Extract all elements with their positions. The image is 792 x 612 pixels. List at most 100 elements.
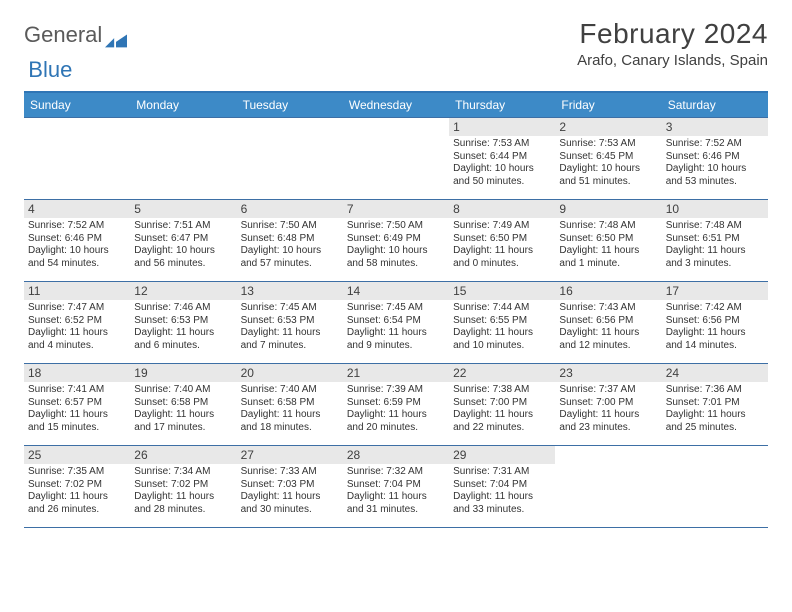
daylight-text: and 9 minutes. [347,340,445,353]
day-number: 19 [130,364,236,382]
dow-fri: Friday [555,92,661,118]
location: Arafo, Canary Islands, Spain [577,52,768,69]
calendar-table: Sunday Monday Tuesday Wednesday Thursday… [24,91,768,528]
daylight-text: Daylight: 11 hours [134,409,232,422]
daylight-text: Daylight: 11 hours [453,491,551,504]
sunset-text: Sunset: 6:58 PM [241,397,339,410]
daylight-text: Daylight: 11 hours [134,491,232,504]
daylight-text: Daylight: 11 hours [347,327,445,340]
day-cell-content: 8Sunrise: 7:49 AMSunset: 6:50 PMDaylight… [449,200,555,273]
sunset-text: Sunset: 6:50 PM [453,233,551,246]
day-cell-content: 17Sunrise: 7:42 AMSunset: 6:56 PMDayligh… [662,282,768,355]
day-number: 3 [662,118,768,136]
day-cell: 11Sunrise: 7:47 AMSunset: 6:52 PMDayligh… [24,282,130,364]
daylight-text: and 51 minutes. [559,176,657,189]
day-number: 5 [130,200,236,218]
sunset-text: Sunset: 6:51 PM [666,233,764,246]
sunset-text: Sunset: 6:45 PM [559,151,657,164]
sunrise-text: Sunrise: 7:34 AM [134,466,232,479]
daylight-text: and 57 minutes. [241,258,339,271]
day-number: 22 [449,364,555,382]
day-number: 9 [555,200,661,218]
sunrise-text: Sunrise: 7:40 AM [241,384,339,397]
day-cell: 24Sunrise: 7:36 AMSunset: 7:01 PMDayligh… [662,364,768,446]
daylight-text: Daylight: 11 hours [28,491,126,504]
daylight-text: and 50 minutes. [453,176,551,189]
day-number: 16 [555,282,661,300]
day-cell-content: 22Sunrise: 7:38 AMSunset: 7:00 PMDayligh… [449,364,555,437]
daylight-text: and 15 minutes. [28,422,126,435]
sunset-text: Sunset: 7:04 PM [347,479,445,492]
day-cell-content: 1Sunrise: 7:53 AMSunset: 6:44 PMDaylight… [449,118,555,191]
daylight-text: Daylight: 10 hours [347,245,445,258]
sunrise-text: Sunrise: 7:53 AM [559,138,657,151]
day-cell [555,446,661,528]
day-cell [130,118,236,200]
sunrise-text: Sunrise: 7:39 AM [347,384,445,397]
daylight-text: and 30 minutes. [241,504,339,517]
day-cell: 7Sunrise: 7:50 AMSunset: 6:49 PMDaylight… [343,200,449,282]
daylight-text: Daylight: 11 hours [453,245,551,258]
day-cell-content: 2Sunrise: 7:53 AMSunset: 6:45 PMDaylight… [555,118,661,191]
sunset-text: Sunset: 6:55 PM [453,315,551,328]
sunset-text: Sunset: 6:54 PM [347,315,445,328]
daylight-text: Daylight: 11 hours [241,327,339,340]
daylight-text: and 10 minutes. [453,340,551,353]
day-cell-content: 3Sunrise: 7:52 AMSunset: 6:46 PMDaylight… [662,118,768,191]
day-cell: 19Sunrise: 7:40 AMSunset: 6:58 PMDayligh… [130,364,236,446]
day-cell-content: 5Sunrise: 7:51 AMSunset: 6:47 PMDaylight… [130,200,236,273]
day-cell-content: 10Sunrise: 7:48 AMSunset: 6:51 PMDayligh… [662,200,768,273]
day-number: 6 [237,200,343,218]
daylight-text: and 12 minutes. [559,340,657,353]
day-number: 14 [343,282,449,300]
day-cell: 22Sunrise: 7:38 AMSunset: 7:00 PMDayligh… [449,364,555,446]
day-cell-content: 7Sunrise: 7:50 AMSunset: 6:49 PMDaylight… [343,200,449,273]
week-row: 25Sunrise: 7:35 AMSunset: 7:02 PMDayligh… [24,446,768,528]
daylight-text: and 53 minutes. [666,176,764,189]
day-number: 24 [662,364,768,382]
sunset-text: Sunset: 7:03 PM [241,479,339,492]
sunrise-text: Sunrise: 7:51 AM [134,220,232,233]
day-number: 11 [24,282,130,300]
day-cell: 18Sunrise: 7:41 AMSunset: 6:57 PMDayligh… [24,364,130,446]
brand-part1: General [24,22,102,48]
daylight-text: Daylight: 11 hours [666,409,764,422]
sunset-text: Sunset: 6:58 PM [134,397,232,410]
sunset-text: Sunset: 7:00 PM [453,397,551,410]
title-block: February 2024 Arafo, Canary Islands, Spa… [577,18,768,69]
day-cell-content: 27Sunrise: 7:33 AMSunset: 7:03 PMDayligh… [237,446,343,519]
daylight-text: and 3 minutes. [666,258,764,271]
day-number: 18 [24,364,130,382]
day-cell: 17Sunrise: 7:42 AMSunset: 6:56 PMDayligh… [662,282,768,364]
daylight-text: Daylight: 11 hours [28,327,126,340]
calendar-page: General February 2024 Arafo, Canary Isla… [0,0,792,540]
day-cell [24,118,130,200]
sunrise-text: Sunrise: 7:37 AM [559,384,657,397]
daylight-text: Daylight: 10 hours [559,163,657,176]
sunrise-text: Sunrise: 7:48 AM [666,220,764,233]
day-cell-content: 14Sunrise: 7:45 AMSunset: 6:54 PMDayligh… [343,282,449,355]
sunrise-text: Sunrise: 7:50 AM [347,220,445,233]
sunset-text: Sunset: 6:53 PM [134,315,232,328]
day-cell-content: 15Sunrise: 7:44 AMSunset: 6:55 PMDayligh… [449,282,555,355]
sunset-text: Sunset: 6:48 PM [241,233,339,246]
day-cell: 10Sunrise: 7:48 AMSunset: 6:51 PMDayligh… [662,200,768,282]
daylight-text: and 56 minutes. [134,258,232,271]
day-cell-content: 13Sunrise: 7:45 AMSunset: 6:53 PMDayligh… [237,282,343,355]
day-cell: 12Sunrise: 7:46 AMSunset: 6:53 PMDayligh… [130,282,236,364]
daylight-text: and 22 minutes. [453,422,551,435]
day-cell: 25Sunrise: 7:35 AMSunset: 7:02 PMDayligh… [24,446,130,528]
sunset-text: Sunset: 7:02 PM [28,479,126,492]
dow-mon: Monday [130,92,236,118]
daylight-text: and 1 minute. [559,258,657,271]
day-number: 4 [24,200,130,218]
day-number: 26 [130,446,236,464]
daylight-text: and 6 minutes. [134,340,232,353]
day-cell-content: 26Sunrise: 7:34 AMSunset: 7:02 PMDayligh… [130,446,236,519]
daylight-text: Daylight: 11 hours [134,327,232,340]
daylight-text: Daylight: 11 hours [666,327,764,340]
sunrise-text: Sunrise: 7:35 AM [28,466,126,479]
day-number: 17 [662,282,768,300]
day-number: 10 [662,200,768,218]
day-cell: 8Sunrise: 7:49 AMSunset: 6:50 PMDaylight… [449,200,555,282]
